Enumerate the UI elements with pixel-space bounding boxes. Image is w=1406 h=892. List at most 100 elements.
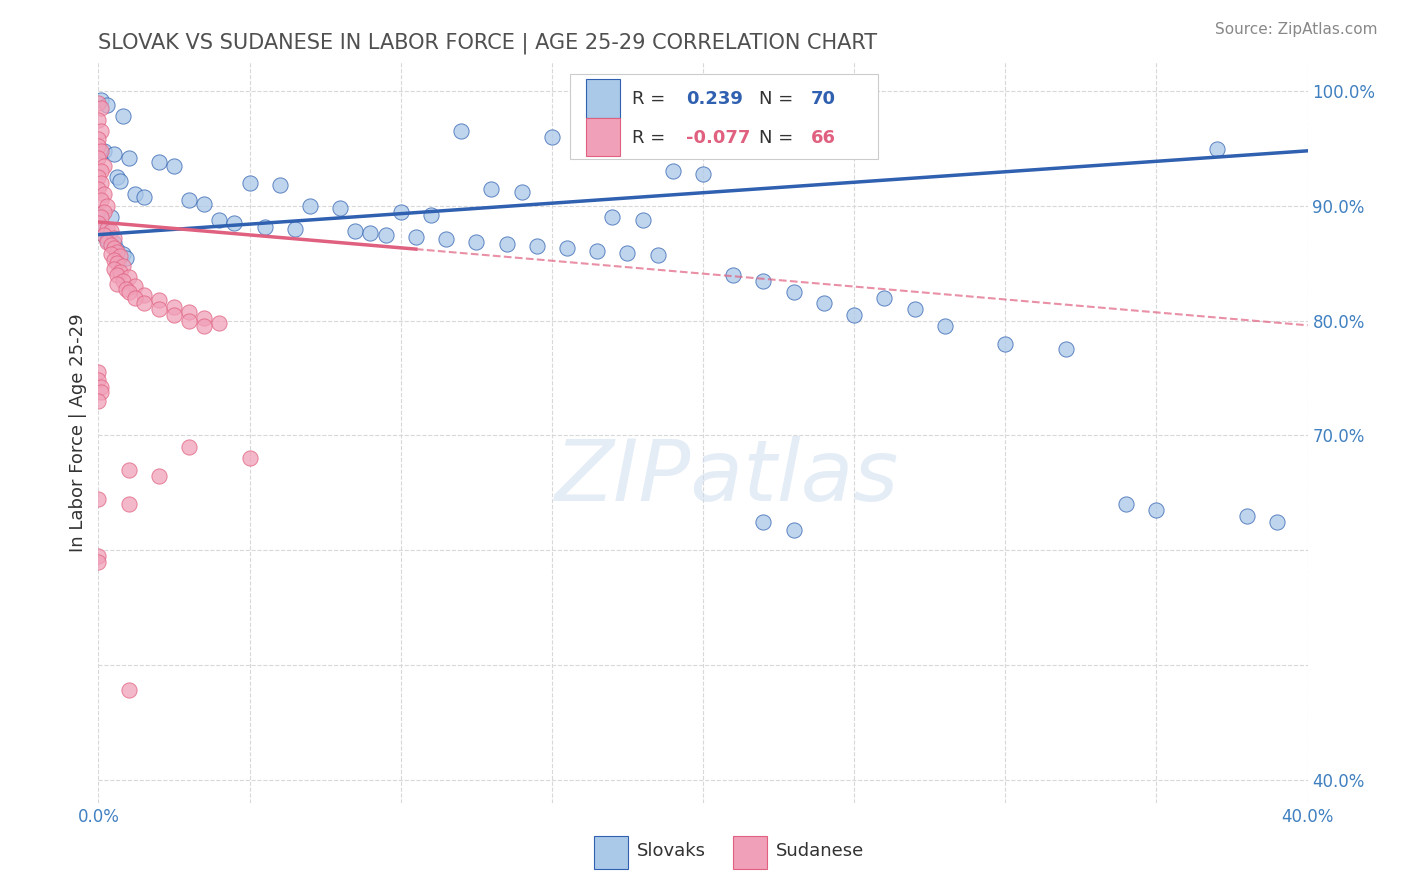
Point bbox=[90, 211, 112, 225]
Point bbox=[329, 201, 352, 215]
Point bbox=[405, 230, 427, 244]
Text: 0.239: 0.239 bbox=[686, 90, 742, 108]
Text: Source: ZipAtlas.com: Source: ZipAtlas.com bbox=[1215, 22, 1378, 37]
Point bbox=[105, 170, 128, 185]
Point bbox=[87, 216, 110, 230]
Bar bbox=[595, 836, 628, 870]
Y-axis label: In Labor Force | Age 25-29: In Labor Force | Age 25-29 bbox=[69, 313, 87, 552]
Point bbox=[87, 151, 110, 165]
Bar bbox=[586, 79, 620, 118]
Point bbox=[103, 262, 125, 277]
Point bbox=[118, 683, 141, 698]
Point bbox=[96, 98, 118, 112]
Text: SLOVAK VS SUDANESE IN LABOR FORCE | AGE 25-29 CORRELATION CHART: SLOVAK VS SUDANESE IN LABOR FORCE | AGE … bbox=[98, 32, 877, 54]
Text: 66: 66 bbox=[811, 128, 835, 147]
Point bbox=[103, 231, 125, 245]
Point bbox=[105, 256, 128, 270]
Point bbox=[783, 285, 806, 299]
Point bbox=[103, 235, 125, 250]
Point bbox=[193, 196, 215, 211]
Point bbox=[495, 236, 517, 251]
Point bbox=[111, 247, 134, 261]
Bar bbox=[734, 836, 768, 870]
Point bbox=[344, 224, 367, 238]
Point bbox=[616, 246, 638, 260]
Point bbox=[111, 109, 134, 123]
Point bbox=[96, 235, 118, 249]
Point bbox=[224, 216, 246, 230]
Text: N =: N = bbox=[759, 90, 799, 108]
Point bbox=[93, 144, 115, 158]
Point bbox=[111, 273, 134, 287]
Text: R =: R = bbox=[631, 90, 671, 108]
Point bbox=[1236, 508, 1258, 523]
Point bbox=[87, 549, 110, 563]
Point bbox=[148, 155, 170, 169]
Point bbox=[239, 451, 262, 466]
Point bbox=[783, 523, 806, 537]
Point bbox=[87, 491, 110, 506]
Point bbox=[108, 174, 131, 188]
Point bbox=[87, 139, 110, 153]
Point bbox=[90, 176, 112, 190]
Point bbox=[1206, 142, 1229, 156]
FancyBboxPatch shape bbox=[569, 73, 879, 159]
Point bbox=[374, 227, 396, 242]
Point bbox=[179, 440, 201, 454]
Point bbox=[510, 185, 533, 199]
Point bbox=[193, 319, 215, 334]
Point bbox=[96, 222, 118, 236]
Point bbox=[114, 282, 136, 296]
Point bbox=[253, 219, 276, 234]
Point bbox=[87, 365, 110, 379]
Point bbox=[481, 182, 503, 196]
Point bbox=[124, 279, 146, 293]
Point bbox=[132, 190, 155, 204]
Point bbox=[87, 394, 110, 409]
Point bbox=[93, 204, 115, 219]
Point bbox=[179, 314, 201, 328]
Point bbox=[90, 144, 112, 158]
Point bbox=[661, 164, 683, 178]
Point bbox=[96, 233, 118, 247]
Point bbox=[90, 124, 112, 138]
Point bbox=[239, 176, 262, 190]
Point bbox=[148, 293, 170, 307]
Point bbox=[208, 316, 231, 330]
Point bbox=[586, 244, 609, 258]
Point bbox=[118, 497, 141, 511]
Point bbox=[111, 259, 134, 273]
Point bbox=[118, 463, 141, 477]
Point bbox=[1115, 497, 1137, 511]
Point bbox=[124, 187, 146, 202]
Point bbox=[723, 268, 745, 282]
Point bbox=[103, 252, 125, 267]
Point bbox=[752, 515, 775, 529]
Point bbox=[108, 265, 131, 279]
Point bbox=[1054, 343, 1077, 357]
Point bbox=[108, 249, 131, 263]
Point bbox=[93, 227, 115, 242]
Point bbox=[96, 199, 118, 213]
Point bbox=[299, 199, 322, 213]
Point bbox=[208, 212, 231, 227]
Point bbox=[873, 291, 896, 305]
Text: ZIPatlas: ZIPatlas bbox=[555, 435, 900, 518]
Point bbox=[1144, 503, 1167, 517]
Point bbox=[87, 95, 110, 110]
Point bbox=[571, 132, 593, 146]
Point bbox=[90, 164, 112, 178]
Point bbox=[90, 384, 112, 399]
Point bbox=[87, 182, 110, 196]
Point bbox=[93, 227, 115, 242]
Point bbox=[87, 207, 110, 221]
Point bbox=[163, 308, 186, 322]
Point bbox=[114, 251, 136, 265]
Point bbox=[105, 277, 128, 291]
Point bbox=[87, 216, 110, 230]
Point bbox=[103, 147, 125, 161]
Point bbox=[87, 132, 110, 146]
Text: R =: R = bbox=[631, 128, 671, 147]
Point bbox=[555, 241, 578, 255]
Point bbox=[100, 211, 122, 225]
